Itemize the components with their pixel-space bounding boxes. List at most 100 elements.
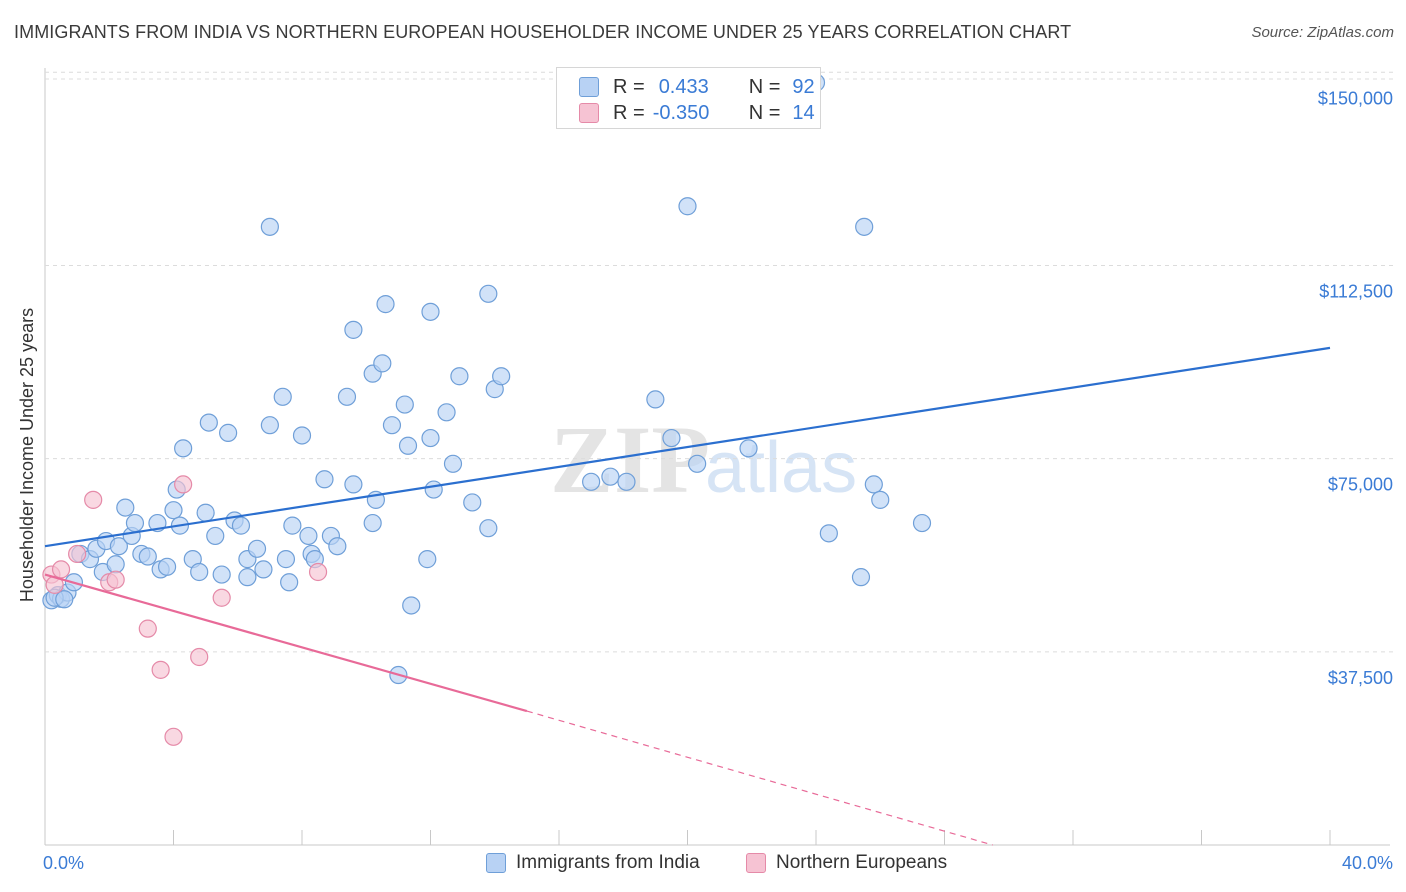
northern-point — [138, 619, 157, 638]
watermark-zip: ZIP — [550, 406, 710, 513]
india-point — [219, 423, 238, 442]
india-point — [164, 501, 183, 520]
northern-point — [212, 588, 231, 607]
india-point — [260, 217, 279, 236]
x-tick-label: 0.0% — [43, 853, 84, 873]
india-point — [402, 596, 421, 615]
trend-line-india — [44, 346, 1331, 548]
stats-r-label: R = — [613, 101, 645, 124]
y-axis-title: Householder Income Under 25 years — [17, 308, 37, 602]
stats-swatch-india — [579, 77, 599, 97]
stats-n-label: N = — [748, 75, 781, 98]
india-point — [479, 519, 498, 538]
india-point — [116, 498, 135, 517]
india-point — [864, 475, 883, 494]
india-point — [851, 568, 871, 587]
india-point — [382, 416, 402, 435]
y-tick-label: $37,500 — [1328, 668, 1393, 688]
india-point — [190, 562, 209, 582]
x-tick-label: 40.0% — [1342, 853, 1393, 873]
india-point — [398, 436, 418, 455]
india-point — [479, 284, 498, 303]
india-point — [492, 367, 511, 386]
stats-n-value: 14 — [792, 101, 815, 124]
india-point — [373, 354, 392, 373]
india-point — [280, 573, 299, 592]
india-point — [206, 526, 225, 546]
northern-point — [68, 544, 87, 564]
stats-r-label: R = — [613, 75, 645, 98]
legend-label-northern: Northern Europeans — [776, 852, 948, 873]
india-point — [601, 467, 620, 486]
india-point — [418, 550, 437, 569]
stats-row-northern: R = -0.350 N = 14 — [579, 101, 815, 125]
india-point — [443, 454, 463, 473]
northern-point — [308, 562, 328, 582]
india-point — [646, 390, 665, 409]
india-point — [871, 490, 890, 509]
india-point — [174, 439, 193, 458]
india-point — [739, 439, 758, 458]
legend-swatch-northern — [746, 853, 766, 873]
northern-point — [174, 475, 193, 494]
india-point — [421, 428, 440, 448]
northern-point — [106, 570, 125, 589]
stats-legend: R = 0.433 N = 92 R = -0.350 N = 14 — [556, 67, 821, 129]
india-point — [662, 428, 681, 448]
india-point — [260, 416, 279, 435]
india-point — [276, 550, 296, 569]
india-point — [450, 367, 469, 386]
northern-point — [151, 660, 170, 679]
india-point — [238, 568, 257, 587]
legend-swatch-india — [486, 853, 506, 873]
india-point — [138, 547, 157, 566]
india-point — [196, 503, 215, 522]
india-point — [437, 403, 456, 422]
india-point — [424, 480, 443, 499]
india-point — [855, 217, 874, 236]
india-point — [254, 560, 273, 579]
india-point — [283, 516, 302, 535]
northern-point — [164, 727, 183, 746]
india-point — [678, 197, 697, 216]
india-point — [337, 387, 357, 406]
india-point — [273, 387, 292, 406]
trend-line-northern-extension — [526, 710, 993, 846]
y-tick-label: $75,000 — [1328, 475, 1393, 495]
chart-title: IMMIGRANTS FROM INDIA VS NORTHERN EUROPE… — [14, 22, 1072, 42]
stats-n-label: N = — [748, 101, 781, 124]
india-point — [212, 565, 231, 584]
legend-label-india: Immigrants from India — [516, 852, 700, 873]
india-point — [199, 413, 218, 432]
india-point — [292, 426, 312, 445]
stats-row-india: R = 0.433 N = 92 — [579, 75, 815, 99]
india-point — [299, 526, 318, 546]
india-point — [688, 454, 707, 473]
stats-r-value: -0.350 — [652, 101, 710, 124]
india-point — [421, 302, 440, 321]
india-point — [157, 557, 177, 576]
india-point — [463, 493, 482, 512]
stats-n-value: 92 — [792, 75, 815, 98]
india-point — [109, 537, 128, 556]
source-label: Source: ZipAtlas.com — [1251, 24, 1394, 41]
india-point — [55, 590, 74, 609]
northern-point — [84, 490, 103, 509]
india-point — [363, 513, 382, 533]
india-point — [106, 555, 125, 574]
trend-line-northern — [44, 573, 528, 713]
india-point — [231, 516, 251, 535]
legend-item-northern: Northern Europeans — [746, 852, 947, 874]
india-point — [582, 472, 601, 491]
india-point — [344, 475, 363, 494]
legend-item-india: Immigrants from India — [486, 852, 700, 874]
india-point — [247, 539, 267, 558]
northern-point — [51, 560, 71, 579]
india-point — [912, 513, 932, 533]
stats-swatch-northern — [579, 103, 599, 123]
india-point — [395, 395, 414, 414]
india-point — [376, 295, 395, 314]
india-point — [819, 524, 838, 543]
bottom-legend: Immigrants from India Northern Europeans — [0, 852, 1406, 878]
